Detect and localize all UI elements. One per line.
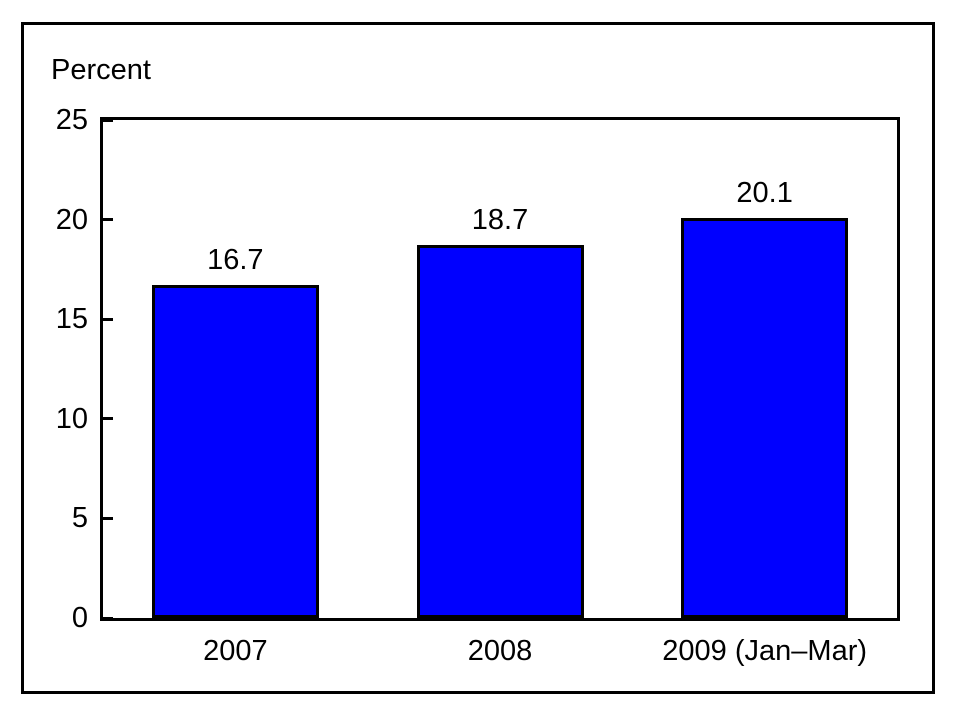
x-tick-label: 2008	[467, 635, 533, 667]
y-tick-label: 0	[71, 602, 88, 634]
bar-value-label: 18.7	[471, 204, 529, 236]
x-tick-label: 2007	[203, 635, 268, 667]
y-tick-mark	[103, 417, 113, 421]
bar-value-label: 16.7	[207, 244, 264, 276]
bar-2008	[417, 245, 584, 618]
y-axis-title: Percent	[51, 54, 151, 86]
y-tick-label: 5	[71, 502, 88, 535]
y-tick-label: 25	[55, 104, 88, 136]
y-tick-label: 15	[55, 303, 88, 336]
y-tick-label: 10	[55, 402, 88, 435]
bar-2007	[152, 285, 319, 618]
y-tick-mark	[103, 616, 113, 620]
y-tick-mark	[103, 317, 113, 321]
bar-value-label: 20.1	[736, 177, 793, 209]
x-tick-label: 2009 (Jan–Mar)	[662, 635, 868, 667]
plot-area	[100, 117, 900, 621]
y-tick-label: 20	[55, 203, 88, 236]
bar-2009-jan-mar-	[681, 218, 848, 618]
y-tick-mark	[103, 118, 113, 122]
y-tick-mark	[103, 516, 113, 520]
y-tick-mark	[103, 218, 113, 222]
